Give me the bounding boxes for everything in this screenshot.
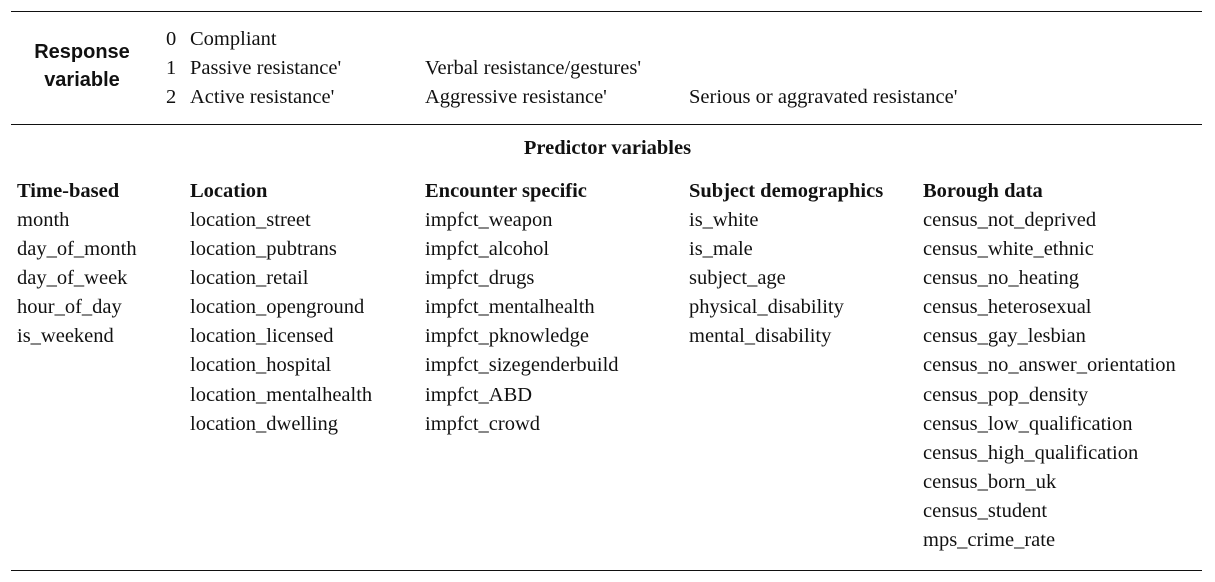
variable-item: census_white_ethnic: [923, 238, 1094, 261]
response-code: 0: [166, 28, 177, 50]
variable-item: census_heterosexual: [923, 296, 1092, 319]
column-subject-demographics: Subject demographics is_white is_male su…: [689, 177, 883, 351]
column-heading: Location: [190, 180, 268, 202]
variable-item: hour_of_day: [17, 296, 122, 319]
variable-item: impfct_drugs: [425, 267, 535, 290]
predictor-variables-title: Predictor variables: [523, 137, 692, 159]
variable-item: impfct_alcohol: [425, 238, 550, 261]
variable-item: subject_age: [689, 267, 786, 290]
column-encounter-specific: Encounter specific impfct_weapon impfct_…: [425, 177, 619, 439]
column-heading: Encounter specific: [425, 180, 587, 202]
variable-item: impfct_pknowledge: [425, 325, 589, 348]
variable-item: is_white: [689, 209, 759, 231]
column-heading: Subject demographics: [689, 180, 884, 202]
variable-item: mental_disability: [689, 325, 832, 348]
variable-item: census_no_answer_orientation: [923, 354, 1176, 377]
column-heading: Borough data: [923, 180, 1043, 202]
top-rule: [11, 11, 1202, 12]
variable-item: census_student: [923, 499, 1048, 522]
column-heading: Time-based: [17, 180, 120, 202]
variable-item: census_gay_lesbian: [923, 325, 1086, 348]
response-category: Compliant: [190, 28, 277, 50]
variable-item: location_pubtrans: [190, 238, 337, 261]
column-location: Location location_street location_pubtra…: [190, 177, 372, 439]
response-subcategory: Aggressive resistance': [425, 86, 607, 108]
variable-item: impfct_sizegenderbuild: [425, 354, 619, 377]
variable-item: census_pop_density: [923, 383, 1089, 406]
middle-rule: [11, 124, 1202, 125]
variable-item: day_of_week: [17, 267, 128, 290]
response-subcategory: Serious or aggravated resistance': [689, 86, 958, 108]
variable-item: impfct_crowd: [425, 412, 540, 435]
variable-item: physical_disability: [689, 296, 844, 319]
variable-item: impfct_ABD: [425, 383, 533, 406]
variable-item: impfct_mentalhealth: [425, 296, 595, 319]
variable-item: month: [17, 209, 70, 231]
variable-item: impfct_weapon: [425, 209, 553, 231]
variable-item: location_licensed: [190, 325, 334, 348]
variable-item: mps_crime_rate: [923, 529, 1056, 552]
variable-item: census_high_qualification: [923, 441, 1139, 464]
column-time-based: Time-based month day_of_month day_of_wee…: [17, 177, 137, 351]
response-code: 1: [166, 57, 177, 79]
bottom-rule: [11, 570, 1202, 571]
variable-item: is_male: [689, 238, 753, 261]
response-subcategory: Verbal resistance/gestures': [425, 57, 642, 79]
variable-item: census_born_uk: [923, 470, 1057, 493]
response-code: 2: [166, 86, 177, 108]
variable-item: location_mentalhealth: [190, 383, 373, 406]
response-variable-label: Response variable: [34, 41, 130, 91]
variable-item: location_street: [190, 209, 311, 231]
variable-item: day_of_month: [17, 238, 137, 261]
variable-item: location_dwelling: [190, 412, 339, 435]
variable-item: census_not_deprived: [923, 209, 1097, 231]
response-category: Active resistance': [190, 86, 335, 108]
response-category: Passive resistance': [190, 57, 342, 79]
variable-item: census_low_qualification: [923, 412, 1133, 435]
variable-item: location_retail: [190, 267, 309, 290]
column-borough-data: Borough data census_not_deprived census_…: [923, 177, 1176, 555]
variable-item: is_weekend: [17, 325, 114, 348]
variable-item: location_openground: [190, 296, 365, 319]
variable-item: census_no_heating: [923, 267, 1079, 290]
variable-item: location_hospital: [190, 354, 332, 377]
